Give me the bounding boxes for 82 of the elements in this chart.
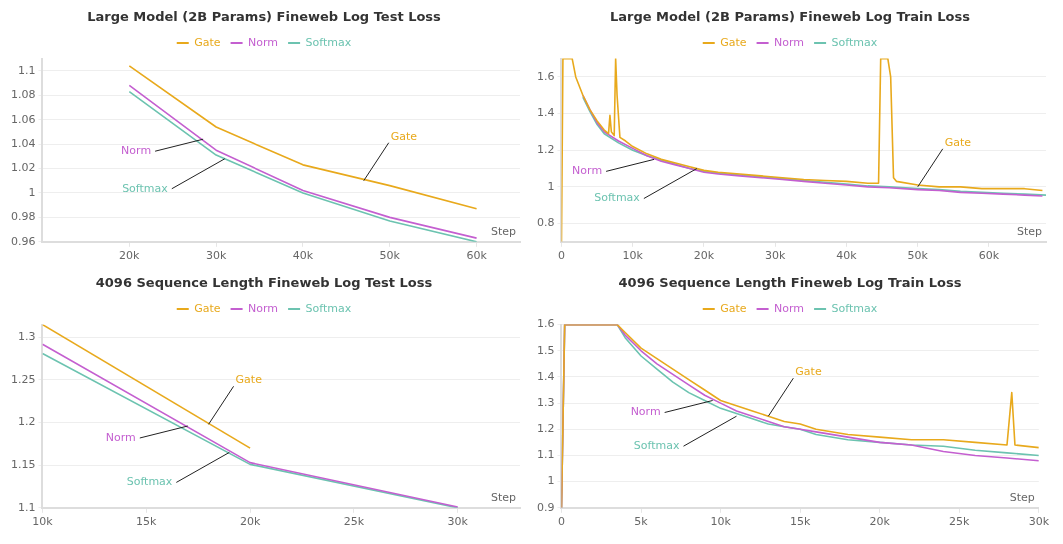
- legend-label: Softmax: [831, 35, 878, 49]
- x-tick-label: 10k: [32, 515, 54, 529]
- y-tick-label: 1.6: [536, 317, 555, 331]
- x-tick-label: 40k: [292, 249, 314, 263]
- y-tick-label: 1: [547, 179, 555, 193]
- y-tick-label: 0.9: [536, 500, 555, 514]
- annotation: Gate: [235, 373, 263, 387]
- legend-label: Softmax: [305, 301, 352, 315]
- y-tick-label: 1.08: [10, 88, 36, 102]
- y-tick-label: 1.06: [10, 112, 36, 126]
- x-tick-label: 30k: [1028, 515, 1050, 529]
- x-tick-label: 25k: [949, 515, 971, 529]
- chart-title: 4096 Sequence Length Fineweb Log Train Loss: [618, 275, 962, 291]
- x-tick-label: 50k: [379, 249, 401, 263]
- annotation: Softmax: [122, 181, 169, 195]
- y-tick-label: 1.3: [536, 395, 555, 409]
- y-tick-label: 0.8: [536, 216, 555, 230]
- x-tick-label: 10k: [622, 249, 644, 263]
- y-tick-label: 1.4: [536, 369, 555, 383]
- y-tick-label: 1.1: [17, 63, 36, 77]
- y-tick-label: 1.6: [536, 69, 555, 83]
- x-tick-label: 60k: [978, 249, 1000, 263]
- x-tick-label: 40k: [836, 249, 858, 263]
- legend-label: Gate: [720, 35, 747, 49]
- chart-title: 4096 Sequence Length Fineweb Log Test Loss: [95, 275, 433, 291]
- x-tick-label: 15k: [136, 515, 158, 529]
- annotation: Norm: [105, 430, 136, 444]
- chart-title: Large Model (2B Params) Fineweb Log Train Loss: [609, 9, 971, 25]
- legend-label: Gate: [194, 35, 221, 49]
- x-tick-label: 60k: [466, 249, 488, 263]
- annotation: Gate: [944, 135, 972, 149]
- x-tick-label: 10k: [710, 515, 732, 529]
- x-axis-title: Step: [1009, 491, 1035, 505]
- x-tick-label: 30k: [447, 515, 469, 529]
- annotation: Softmax: [594, 191, 641, 205]
- x-axis-title: Step: [490, 491, 517, 505]
- x-tick-label: 20k: [869, 515, 891, 529]
- y-tick-label: 0.96: [10, 234, 36, 248]
- x-tick-label: 50k: [907, 249, 929, 263]
- legend-label: Norm: [774, 35, 805, 49]
- y-tick-label: 1.3: [17, 330, 36, 344]
- y-tick-label: 0.98: [10, 210, 36, 224]
- y-tick-label: 1.1: [536, 448, 555, 462]
- x-tick-label: 20k: [239, 515, 261, 529]
- y-tick-label: 1.5: [536, 343, 555, 357]
- legend-label: Gate: [720, 301, 747, 315]
- legend-label: Gate: [194, 301, 221, 315]
- y-tick-label: 1.2: [536, 422, 555, 436]
- y-tick-label: 1.02: [10, 161, 36, 175]
- y-tick-label: 1.04: [10, 136, 36, 150]
- y-tick-label: 1.1: [17, 500, 36, 514]
- x-tick-label: 0: [557, 249, 565, 263]
- legend-label: Softmax: [305, 35, 352, 49]
- x-tick-label: 30k: [205, 249, 227, 263]
- annotation: Softmax: [633, 439, 680, 453]
- annotation: Gate: [390, 129, 418, 143]
- x-tick-label: 15k: [789, 515, 811, 529]
- y-tick-label: 1.15: [10, 458, 36, 472]
- legend-label: Norm: [248, 35, 279, 49]
- y-tick-label: 1: [28, 185, 36, 199]
- legend-label: Softmax: [831, 301, 878, 315]
- legend-label: Norm: [248, 301, 279, 315]
- x-axis-title: Step: [490, 225, 517, 239]
- x-tick-label: 5k: [634, 515, 649, 529]
- annotation: Norm: [121, 144, 152, 158]
- annotation: Norm: [630, 405, 661, 419]
- y-tick-label: 1.2: [17, 415, 36, 429]
- x-tick-label: 20k: [119, 249, 141, 263]
- x-tick-label: 20k: [693, 249, 715, 263]
- x-axis-title: Step: [1016, 225, 1043, 239]
- x-tick-label: 25k: [343, 515, 365, 529]
- chart-title: Large Model (2B Params) Fineweb Log Test Loss: [87, 9, 442, 25]
- annotation: Norm: [572, 164, 603, 178]
- y-tick-label: 1: [547, 474, 555, 488]
- y-tick-label: 1.25: [10, 372, 36, 386]
- y-tick-label: 1.2: [536, 143, 555, 157]
- x-tick-label: 0: [557, 515, 565, 529]
- annotation: Gate: [795, 365, 822, 379]
- x-tick-label: 30k: [765, 249, 787, 263]
- annotation: Softmax: [126, 475, 173, 489]
- legend-label: Norm: [774, 301, 805, 315]
- y-tick-label: 1.4: [536, 106, 555, 120]
